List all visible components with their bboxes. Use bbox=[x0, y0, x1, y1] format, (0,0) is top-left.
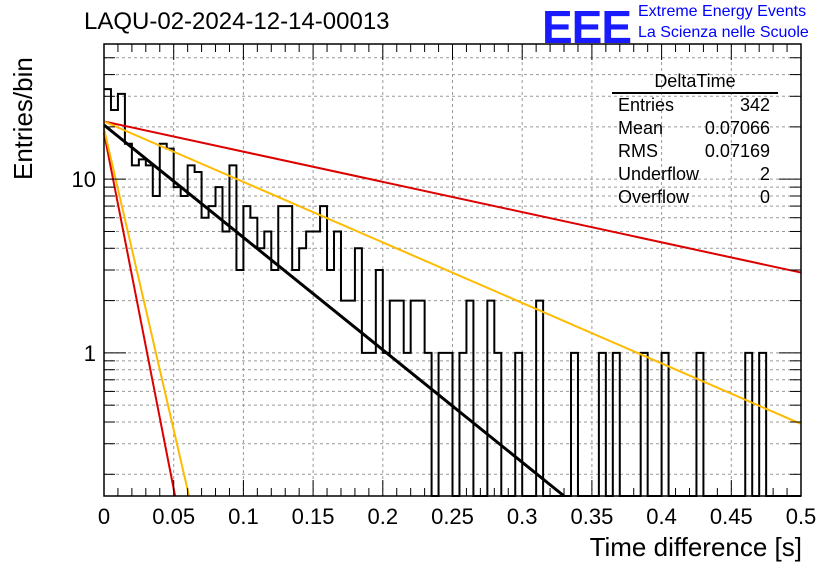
x-tick-label: 0.3 bbox=[507, 504, 538, 529]
x-tick-label: 0.25 bbox=[431, 504, 474, 529]
stats-label: Overflow bbox=[618, 187, 690, 207]
x-tick-label: 0.2 bbox=[368, 504, 399, 529]
stats-title: DeltaTime bbox=[612, 70, 778, 94]
org-name-line1: Extreme Energy Events bbox=[638, 3, 807, 20]
y-axis-label: Entries/bin bbox=[8, 57, 38, 180]
x-tick-label: 0.45 bbox=[710, 504, 753, 529]
bound-line bbox=[103, 120, 802, 274]
stats-value: 0.07066 bbox=[704, 118, 770, 138]
stats-row-entries: Entries 342 bbox=[612, 94, 778, 117]
x-tick-label: 0.5 bbox=[786, 504, 817, 529]
stats-label: Underflow bbox=[618, 164, 700, 184]
eee-logo: EEE bbox=[542, 1, 632, 53]
y-tick-label: 10 bbox=[72, 167, 96, 192]
axis-ticks bbox=[103, 44, 802, 496]
stats-label: Mean bbox=[618, 118, 664, 138]
x-tick-label: 0.35 bbox=[570, 504, 613, 529]
stats-row-underflow: Underflow 2 bbox=[612, 163, 778, 186]
org-name-line2: La Scienza nelle Scuole bbox=[638, 24, 809, 41]
bound-line bbox=[103, 132, 177, 497]
run-title: LAQU-02-2024-12-14-00013 bbox=[84, 8, 390, 35]
x-tick-label: 0.1 bbox=[228, 504, 259, 529]
stats-value: 0 bbox=[759, 187, 770, 207]
bound-line bbox=[103, 120, 802, 425]
y-tick-label: 1 bbox=[84, 341, 96, 366]
fit-lines bbox=[103, 120, 802, 498]
x-tick-label: 0 bbox=[98, 504, 110, 529]
stats-row-rms: RMS 0.07169 bbox=[612, 140, 778, 163]
stats-row-overflow: Overflow 0 bbox=[612, 186, 778, 209]
x-tick-label: 0.15 bbox=[292, 504, 335, 529]
stats-label: RMS bbox=[618, 141, 658, 161]
stats-value: 342 bbox=[739, 95, 770, 115]
stats-box: DeltaTime Entries 342 Mean 0.07066 RMS 0… bbox=[612, 70, 778, 209]
x-tick-label: 0.4 bbox=[646, 504, 677, 529]
bound-line bbox=[103, 128, 191, 497]
stats-value: 2 bbox=[759, 164, 770, 184]
stats-label: Entries bbox=[618, 95, 675, 115]
fit-line bbox=[103, 123, 565, 498]
x-tick-label: 0.05 bbox=[152, 504, 195, 529]
tick-labels: 0 0.05 0.1 0.15 0.2 0.25 0.3 0.35 0.4 0.45 0.5 1 10 bbox=[72, 167, 817, 529]
stats-value: 0.07169 bbox=[704, 141, 770, 161]
stats-row-mean: Mean 0.07066 bbox=[612, 117, 778, 140]
x-axis-label: Time difference [s] bbox=[589, 532, 802, 562]
